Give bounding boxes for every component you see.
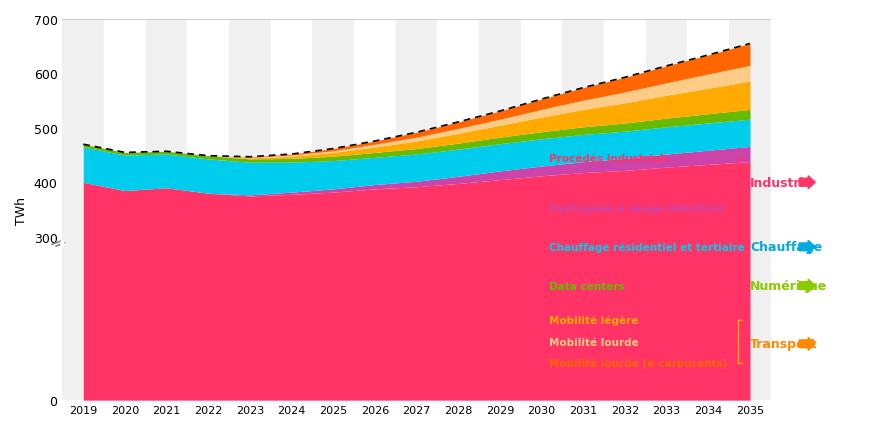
Bar [480,20,521,400]
Text: Mobilité lourde: Mobilité lourde [549,337,639,347]
Text: Procédés industriels: Procédés industriels [549,154,670,164]
Text: Transport: Transport [750,338,818,350]
Bar [688,20,730,400]
Text: Numérique: Numérique [750,280,828,292]
Bar [271,20,313,400]
Bar [521,20,563,400]
Text: Industrie: Industrie [750,176,814,189]
Bar [355,20,396,400]
Bar [230,20,271,400]
Bar [438,20,480,400]
Bar [646,20,688,400]
Text: Chauffage: Chauffage [750,241,822,254]
Text: Chauffage résidentiel et tertiaire: Chauffage résidentiel et tertiaire [549,242,745,252]
Text: Mobilité lourde (e-carburants): Mobilité lourde (e-carburants) [549,358,728,369]
Text: Hydrogène à usage industriel: Hydrogène à usage industriel [549,203,723,214]
Y-axis label: TWh: TWh [15,196,28,224]
Text: Mobilité légère: Mobilité légère [549,315,638,326]
Bar [63,20,104,400]
Bar [188,20,230,400]
Bar [146,20,188,400]
Bar [605,20,646,400]
Bar [313,20,355,400]
Text: Data centers: Data centers [549,281,625,291]
Bar [396,20,438,400]
Bar [730,20,771,400]
Bar [104,20,146,400]
Bar [563,20,605,400]
